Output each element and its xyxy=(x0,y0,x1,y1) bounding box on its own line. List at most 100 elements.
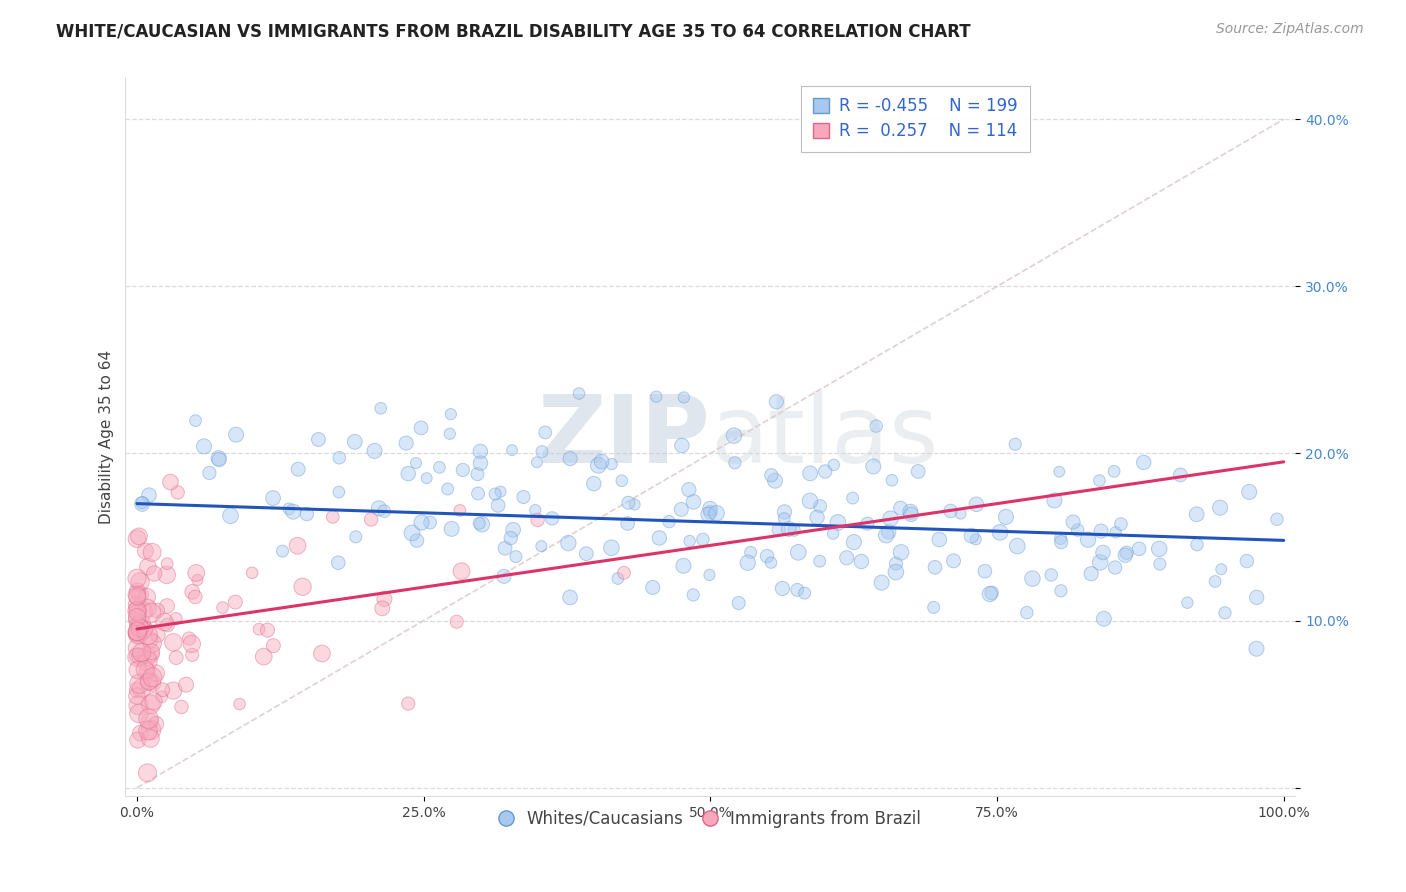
Point xyxy=(139,723,162,737)
Point xyxy=(328,556,350,570)
Point xyxy=(328,450,350,465)
Point xyxy=(799,494,821,508)
Point xyxy=(132,604,155,618)
Point xyxy=(960,529,983,543)
Point xyxy=(737,556,759,570)
Point xyxy=(679,534,702,549)
Point xyxy=(1175,596,1198,610)
Point xyxy=(783,523,806,537)
Point xyxy=(924,560,946,574)
Point xyxy=(600,457,623,471)
Point xyxy=(141,545,163,559)
Point xyxy=(907,465,929,479)
Point xyxy=(419,516,441,530)
Point xyxy=(489,484,512,499)
Point xyxy=(127,698,149,713)
Point xyxy=(1090,524,1112,538)
Point xyxy=(127,626,149,640)
Point xyxy=(1091,545,1114,559)
Point xyxy=(125,689,148,703)
Point xyxy=(699,505,721,519)
Point xyxy=(247,622,270,636)
Point xyxy=(865,419,887,434)
Point xyxy=(141,636,163,650)
Point xyxy=(648,531,671,545)
Point xyxy=(1211,562,1233,576)
Point xyxy=(181,648,204,662)
Point xyxy=(138,674,160,689)
Point xyxy=(134,544,156,558)
Point xyxy=(582,476,605,491)
Point xyxy=(588,458,610,473)
Point xyxy=(129,616,152,631)
Point xyxy=(842,535,865,549)
Point xyxy=(127,606,149,620)
Point xyxy=(128,676,150,690)
Y-axis label: Disability Age 35 to 64: Disability Age 35 to 64 xyxy=(100,350,114,524)
Point xyxy=(470,456,492,470)
Point xyxy=(799,467,821,481)
Point xyxy=(928,533,950,547)
Point xyxy=(1170,467,1192,482)
Point xyxy=(307,433,329,447)
Point xyxy=(136,664,159,678)
Point xyxy=(136,654,159,668)
Point xyxy=(256,623,278,637)
Point xyxy=(524,503,547,517)
Point xyxy=(499,531,522,545)
Point xyxy=(645,390,668,404)
Point xyxy=(153,615,176,629)
Point xyxy=(1092,612,1115,626)
Point xyxy=(841,491,863,505)
Point xyxy=(623,498,645,512)
Point xyxy=(328,485,350,500)
Point xyxy=(1246,641,1268,656)
Point xyxy=(530,444,553,458)
Point xyxy=(127,583,149,598)
Point xyxy=(139,606,162,620)
Point xyxy=(127,733,149,747)
Point xyxy=(877,524,900,539)
Point xyxy=(128,617,150,632)
Point xyxy=(409,421,432,435)
Point xyxy=(395,436,418,450)
Point xyxy=(139,632,162,647)
Point xyxy=(142,676,165,690)
Point xyxy=(617,496,640,510)
Point xyxy=(884,557,907,571)
Point xyxy=(890,545,912,559)
Point xyxy=(125,571,148,585)
Point xyxy=(406,533,429,548)
Point xyxy=(557,536,579,550)
Point xyxy=(1049,532,1071,546)
Point xyxy=(131,497,153,511)
Point xyxy=(143,566,166,581)
Point xyxy=(768,523,790,537)
Point xyxy=(134,621,156,635)
Point xyxy=(439,426,461,441)
Point xyxy=(450,564,472,578)
Point xyxy=(1040,568,1063,582)
Point xyxy=(440,522,463,536)
Point xyxy=(994,509,1017,524)
Text: Source: ZipAtlas.com: Source: ZipAtlas.com xyxy=(1216,22,1364,37)
Point xyxy=(1109,517,1132,532)
Point xyxy=(1047,465,1070,479)
Point xyxy=(699,501,721,516)
Point xyxy=(706,506,728,520)
Point xyxy=(723,428,745,442)
Point xyxy=(225,427,247,442)
Point xyxy=(965,497,987,511)
Point xyxy=(1062,515,1084,529)
Point xyxy=(471,517,494,532)
Point xyxy=(616,516,638,531)
Point xyxy=(502,523,524,537)
Point xyxy=(1115,546,1137,560)
Point xyxy=(875,528,897,542)
Point xyxy=(367,501,389,516)
Point xyxy=(415,471,437,485)
Point xyxy=(125,588,148,602)
Point xyxy=(170,700,193,714)
Point xyxy=(486,499,509,513)
Point xyxy=(184,414,207,428)
